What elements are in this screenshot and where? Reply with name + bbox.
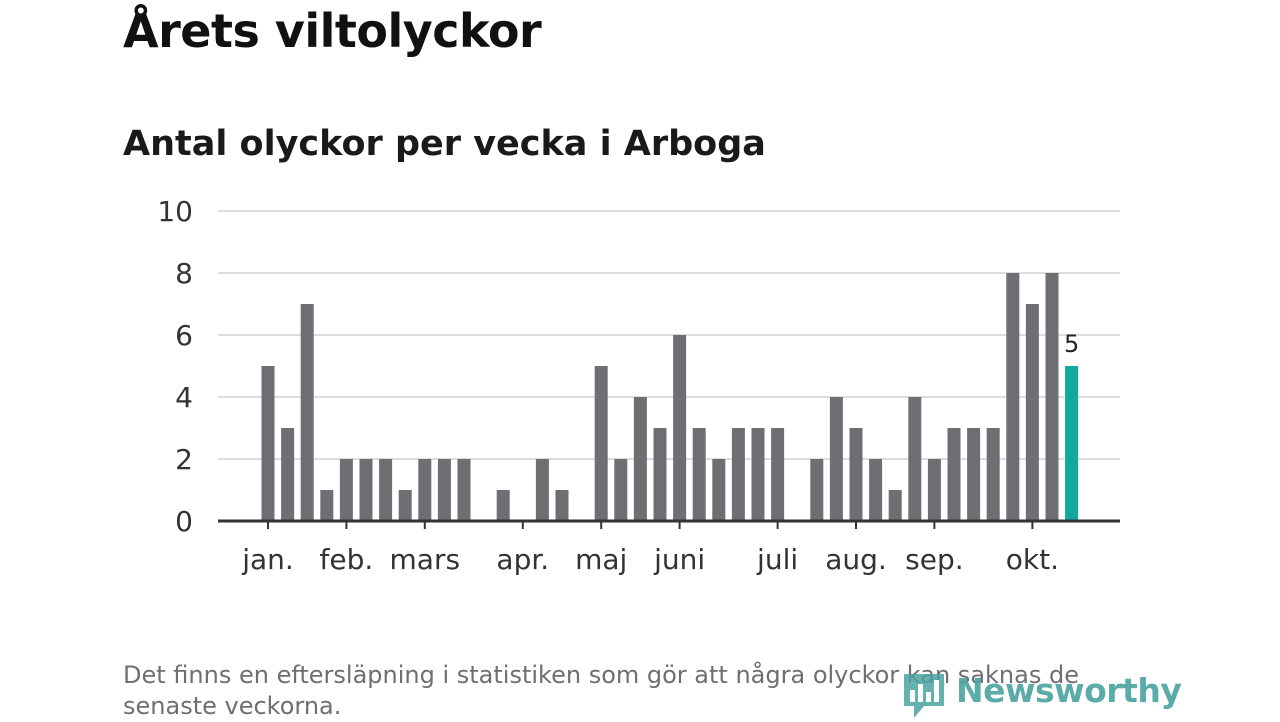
bar-highlight (1065, 366, 1079, 521)
bar (673, 335, 687, 521)
bar (457, 459, 471, 521)
y-tick-label: 0 (175, 505, 193, 538)
bar (908, 397, 922, 521)
x-tick-label: sep. (905, 543, 964, 576)
bar (1045, 273, 1059, 521)
x-tick-label: okt. (1006, 543, 1059, 576)
bar (849, 428, 863, 521)
data-label: 5 (1064, 330, 1079, 358)
y-tick-label: 8 (175, 257, 193, 290)
bar (320, 490, 334, 521)
bar (594, 366, 608, 521)
bar (888, 490, 902, 521)
bar (437, 459, 451, 521)
bar (398, 490, 412, 521)
bar (339, 459, 353, 521)
bar (633, 397, 647, 521)
newsworthy-logo: Newsworthy (902, 666, 1182, 720)
chart-title: Årets viltolyckor (123, 4, 542, 58)
bar (967, 428, 981, 521)
bar (300, 304, 314, 521)
y-tick-label: 6 (175, 319, 193, 352)
bar (1006, 273, 1020, 521)
chart-subtitle: Antal olyckor per vecka i Arboga (123, 124, 766, 164)
bar (496, 490, 510, 521)
bar (281, 428, 295, 521)
bar (692, 428, 706, 521)
x-tick-label: juli (756, 543, 798, 576)
newsworthy-bar-chart-icon (904, 674, 944, 718)
bar (359, 459, 373, 521)
bar (712, 459, 726, 521)
y-tick-label: 2 (175, 443, 193, 476)
bar (261, 366, 275, 521)
bar (535, 459, 549, 521)
bar (614, 459, 628, 521)
bar (810, 459, 824, 521)
bar (869, 459, 883, 521)
y-tick-label: 10 (157, 195, 193, 228)
x-tick-label: apr. (496, 543, 549, 576)
bar (555, 490, 569, 521)
bar (1025, 304, 1039, 521)
bar (829, 397, 843, 521)
x-tick-label: jan. (241, 543, 294, 576)
bar (927, 459, 941, 521)
x-tick-label: aug. (825, 543, 887, 576)
bar (653, 428, 667, 521)
bar (947, 428, 961, 521)
bar (418, 459, 432, 521)
y-tick-label: 4 (175, 381, 193, 414)
x-tick-label: maj (575, 543, 627, 576)
bar (379, 459, 393, 521)
brand-name: Newsworthy (956, 671, 1182, 710)
bar (771, 428, 785, 521)
bar-chart: 0 2 4 6 8 10 5 jan. feb. mars apr. maj juni juli aug. s… (157, 195, 1120, 576)
x-tick-label: feb. (320, 543, 374, 576)
x-tick-label: juni (653, 543, 705, 576)
bar (731, 428, 745, 521)
bar (751, 428, 765, 521)
bar (986, 428, 1000, 521)
x-tick-label: mars (390, 543, 461, 576)
